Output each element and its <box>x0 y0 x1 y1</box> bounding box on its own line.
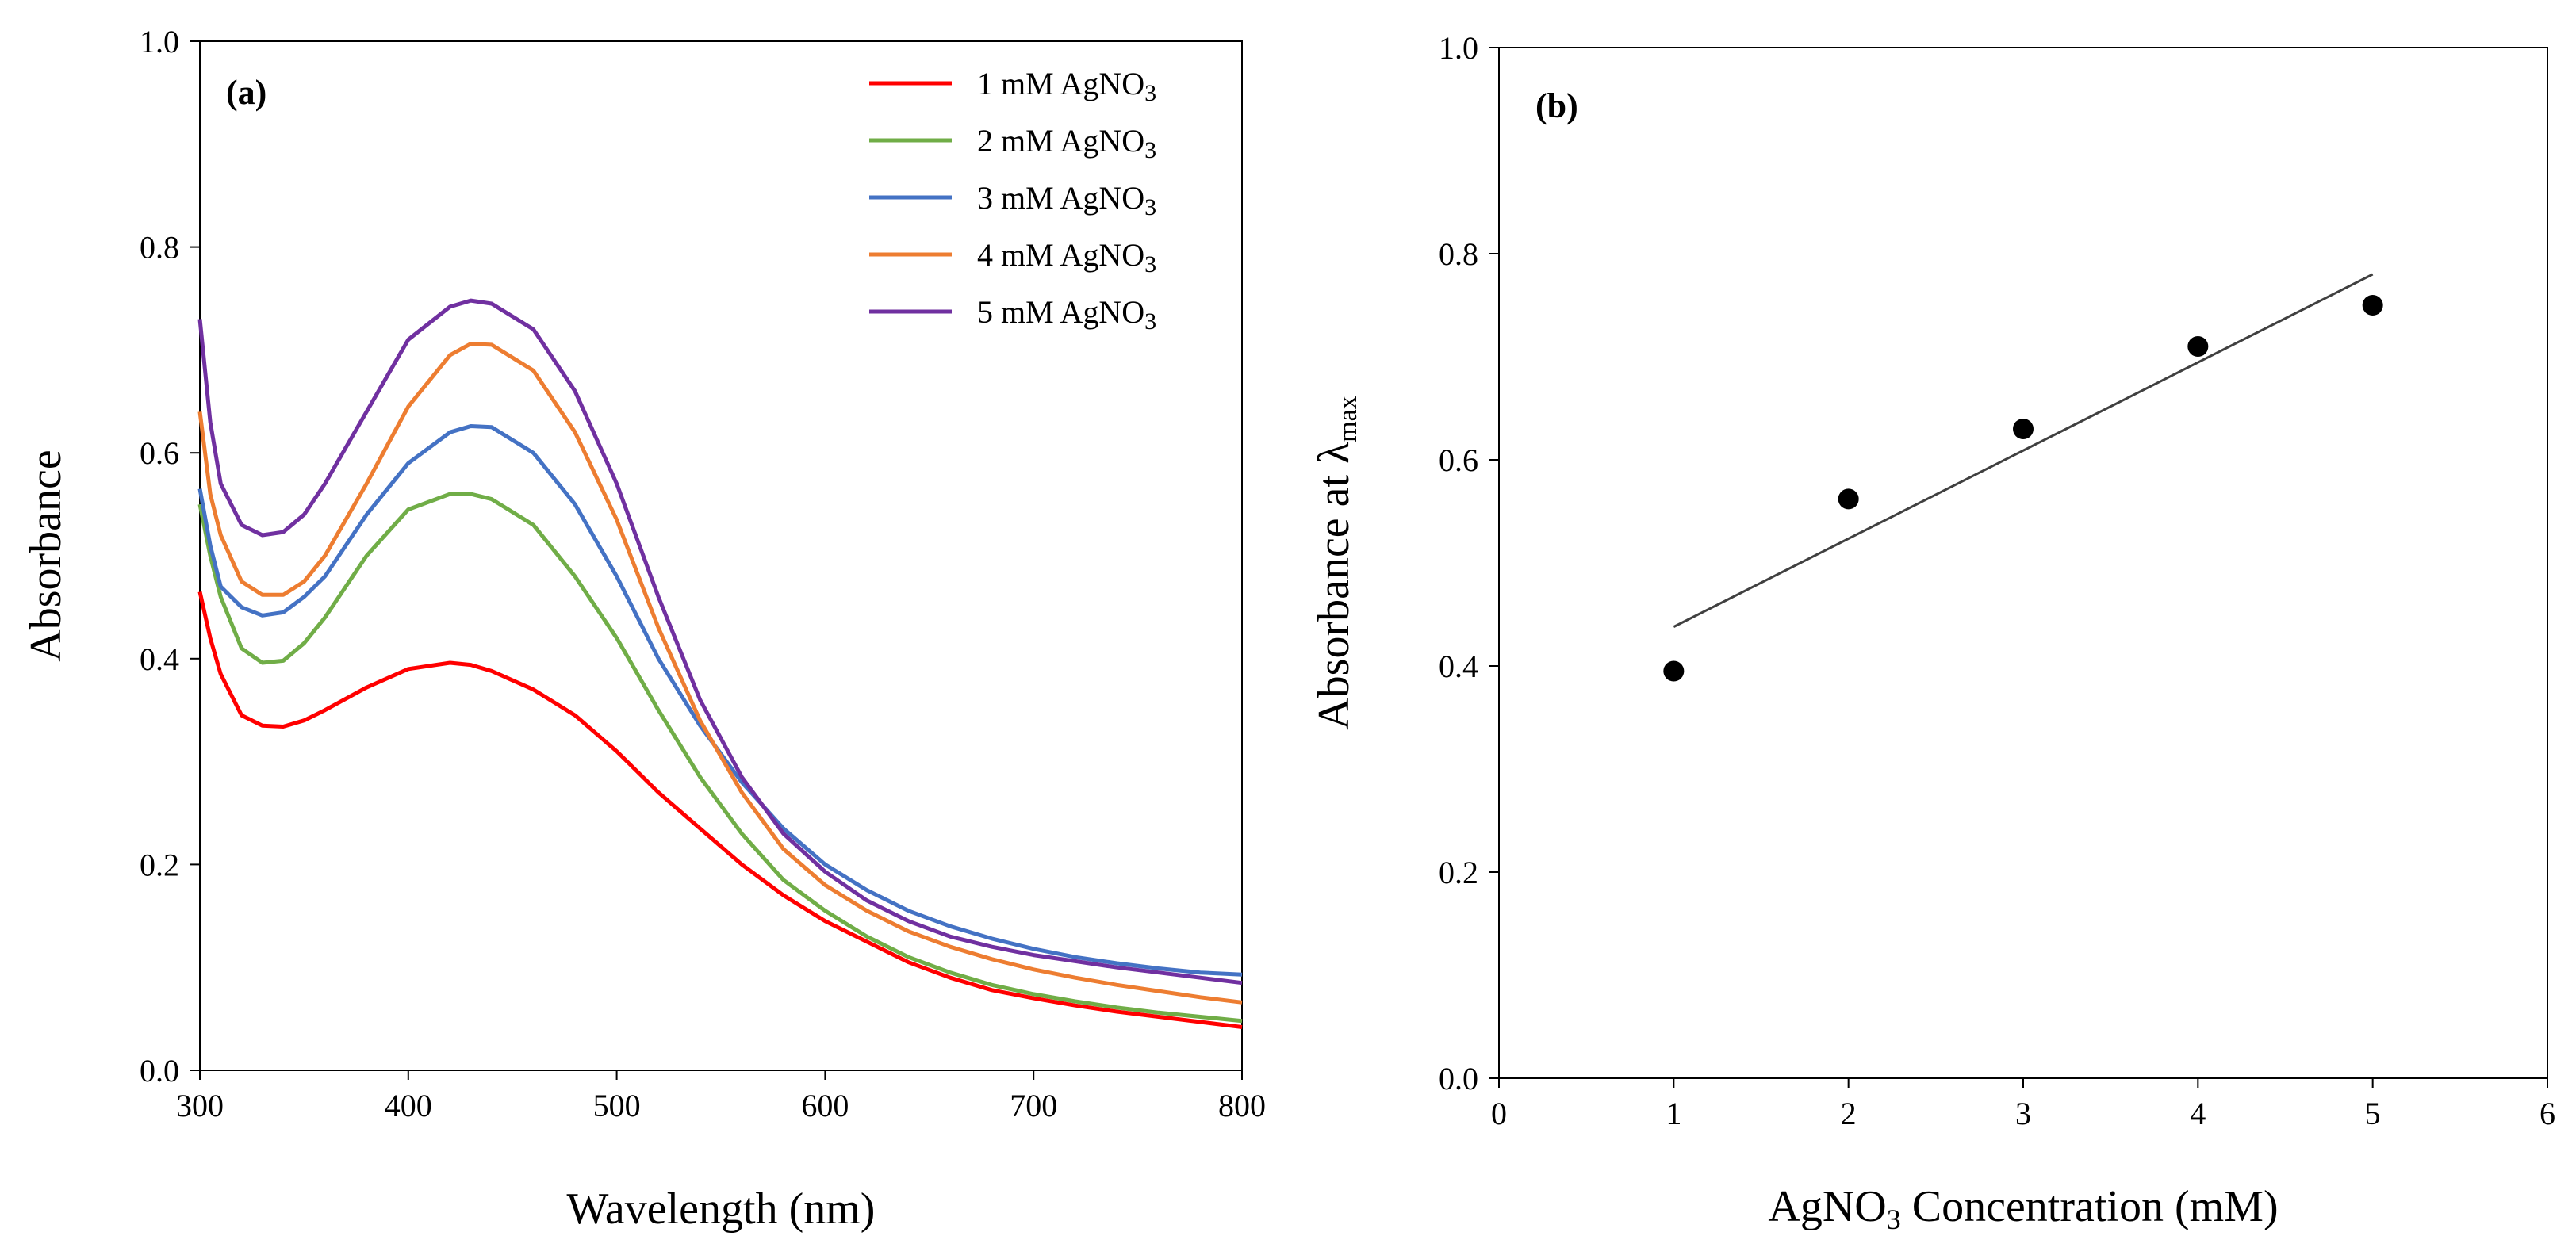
y-tick-label-b: 0.0 <box>1439 1061 1478 1096</box>
x-axis-title-b: AgNO3 Concentration (mM) <box>1768 1182 2278 1235</box>
x-tick-label-b: 5 <box>2365 1096 2381 1131</box>
legend-label-text: 5 mM AgNO <box>977 294 1144 330</box>
legend-label-1mm: 1 mM AgNO3 <box>977 66 1156 106</box>
x-tick-label-b: 1 <box>1666 1096 1681 1131</box>
series-line-1mm <box>197 591 1243 1029</box>
y-tick-label-a: 0.4 <box>140 641 179 677</box>
panel-a-absorbance-spectra: 300 400 500 600 700 800 0.0 0.2 0.4 0.6 0.8 1.0 Wave… <box>21 24 1266 1234</box>
series-line-4mm <box>197 342 1243 1005</box>
data-point-3mm <box>2013 419 2034 439</box>
y-axis-title-a: Absorbance <box>21 450 71 661</box>
y-tick-label-a: 0.6 <box>140 435 179 471</box>
y-tick-label-a: 0.8 <box>140 230 179 266</box>
legend-label-5mm: 5 mM AgNO3 <box>977 294 1156 335</box>
series-line-2mm <box>197 492 1243 1024</box>
x-tick-label-a: 600 <box>801 1088 849 1123</box>
x-tick-label-a: 500 <box>593 1088 641 1123</box>
legend-label-3mm: 3 mM AgNO3 <box>977 180 1156 220</box>
x-axis-title-part: Concentration (mM) <box>1901 1182 2279 1231</box>
trendline <box>1673 273 2374 628</box>
y-tick-label-a: 0.2 <box>140 847 179 882</box>
plot-area-frame-a <box>199 40 1243 1071</box>
series-line-3mm <box>197 424 1243 977</box>
legend-label-4mm: 4 mM AgNO3 <box>977 237 1156 277</box>
x-axis-title-part: 3 <box>1887 1204 1901 1235</box>
series-line-5mm <box>197 298 1243 985</box>
data-point-4mm <box>2187 336 2209 357</box>
y-tick-label-b: 1.0 <box>1439 30 1478 66</box>
y-tick-label-a: 1.0 <box>140 24 179 59</box>
legend-label-subscript: 3 <box>1144 137 1156 163</box>
x-tick-label-b: 0 <box>1491 1096 1507 1131</box>
x-tick-label-b: 2 <box>1841 1096 1857 1131</box>
legend-label-text: 3 mM AgNO <box>977 180 1144 216</box>
y-tick-label-a: 0.0 <box>140 1053 179 1089</box>
legend-label-text: 4 mM AgNO <box>977 237 1144 273</box>
legend-label-subscript: 3 <box>1144 80 1156 106</box>
y-axis-title-part: max <box>1333 396 1363 442</box>
y-axis-title-part: Absorbance at λ <box>1309 442 1359 730</box>
y-tick-label-b: 0.4 <box>1439 649 1478 684</box>
y-tick-label-b: 0.6 <box>1439 442 1478 478</box>
legend-label-subscript: 3 <box>1144 308 1156 335</box>
legend-label-text: 2 mM AgNO <box>977 123 1144 159</box>
y-tick-label-b: 0.8 <box>1439 236 1478 272</box>
y-axis-title-b: Absorbance at λmax <box>1309 396 1363 730</box>
legend-label-subscript: 3 <box>1144 194 1156 220</box>
y-tick-label-b: 0.2 <box>1439 855 1478 890</box>
x-tick-label-b: 3 <box>2015 1096 2031 1131</box>
x-tick-label-a: 400 <box>385 1088 432 1123</box>
x-tick-label-b: 4 <box>2190 1096 2206 1131</box>
legend-label-2mm: 2 mM AgNO3 <box>977 123 1156 163</box>
legend-label-subscript: 3 <box>1144 251 1156 277</box>
x-tick-label-a: 300 <box>176 1088 224 1123</box>
x-tick-label-b: 6 <box>2540 1096 2555 1131</box>
x-axis-title-a: Wavelength (nm) <box>567 1184 876 1234</box>
x-axis-title-part: AgNO <box>1768 1182 1886 1231</box>
panel-label-b: (b) <box>1535 86 1578 125</box>
data-point-5mm <box>2362 295 2383 316</box>
panel-label-a: (a) <box>226 73 266 112</box>
x-tick-label-a: 800 <box>1218 1088 1266 1123</box>
x-tick-label-a: 700 <box>1010 1088 1057 1123</box>
data-point-1mm <box>1663 660 1685 682</box>
data-point-2mm <box>1838 488 1859 510</box>
legend-label-text: 1 mM AgNO <box>977 66 1144 101</box>
plot-area-frame-b <box>1498 47 2548 1079</box>
